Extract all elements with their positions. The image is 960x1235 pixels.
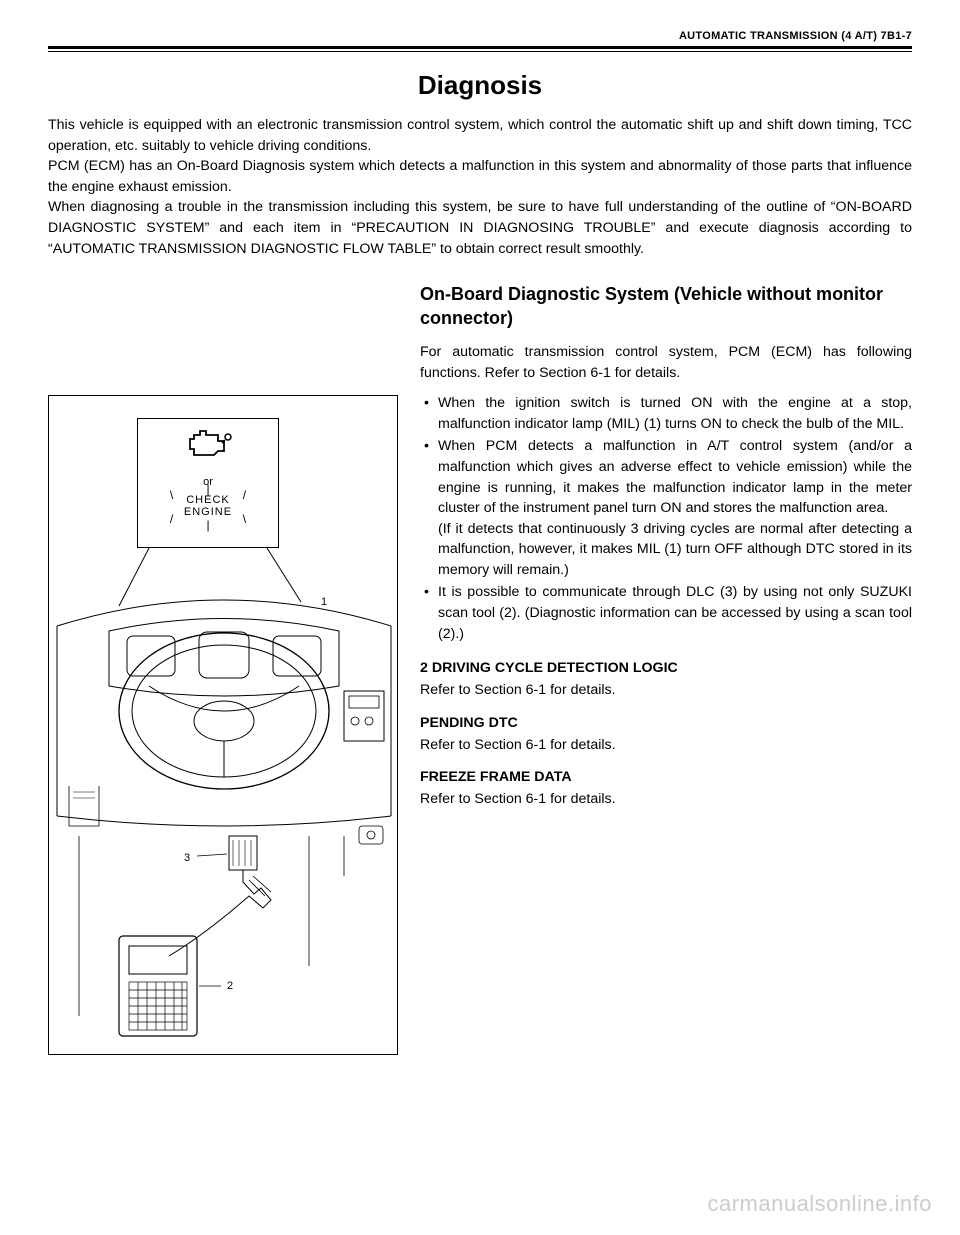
list-item: It is possible to communicate through DL… xyxy=(438,582,912,644)
watermark-text: carmanualsonline.info xyxy=(707,1191,932,1217)
section-heading: On-Board Diagnostic System (Vehicle with… xyxy=(420,283,912,330)
intro-paragraph: This vehicle is equipped with an electro… xyxy=(48,115,912,259)
list-item: When PCM detects a malfunction in A/T co… xyxy=(438,436,912,580)
figure-label-3: 3 xyxy=(184,852,190,864)
page-title: Diagnosis xyxy=(48,70,912,101)
callout-engine-text: ENGINE xyxy=(184,506,232,518)
sub2-body: Refer to Section 6-1 for details. xyxy=(420,735,912,756)
bullet-list: When the ignition switch is turned ON wi… xyxy=(420,393,912,644)
callout-check-text: CHECK xyxy=(186,494,230,506)
section-lead: For automatic transmission control syste… xyxy=(420,342,912,383)
list-item-note: (If it detects that continuously 3 drivi… xyxy=(438,519,912,581)
dashboard-diagram xyxy=(49,536,398,1055)
list-item: When the ignition switch is turned ON wi… xyxy=(438,393,912,434)
list-item-text: When PCM detects a malfunction in A/T co… xyxy=(438,438,912,516)
sub3-heading: FREEZE FRAME DATA xyxy=(420,769,912,785)
diagnostic-figure: or \ | / CHECK ENGINE / | \ xyxy=(48,395,398,1055)
figure-label-1: 1 xyxy=(321,596,327,608)
sub2-heading: PENDING DTC xyxy=(420,715,912,731)
mil-callout-box: or \ | / CHECK ENGINE / | \ xyxy=(137,418,279,548)
header-rule-thick xyxy=(48,46,912,49)
sub3-body: Refer to Section 6-1 for details. xyxy=(420,789,912,810)
page-header: AUTOMATIC TRANSMISSION (4 A/T) 7B1-7 xyxy=(48,30,912,46)
figure-label-2: 2 xyxy=(227,980,233,992)
header-rule-thin xyxy=(48,51,912,52)
sub1-body: Refer to Section 6-1 for details. xyxy=(420,680,912,701)
sub1-heading: 2 DRIVING CYCLE DETECTION LOGIC xyxy=(420,660,912,676)
engine-outline-icon xyxy=(184,427,232,461)
